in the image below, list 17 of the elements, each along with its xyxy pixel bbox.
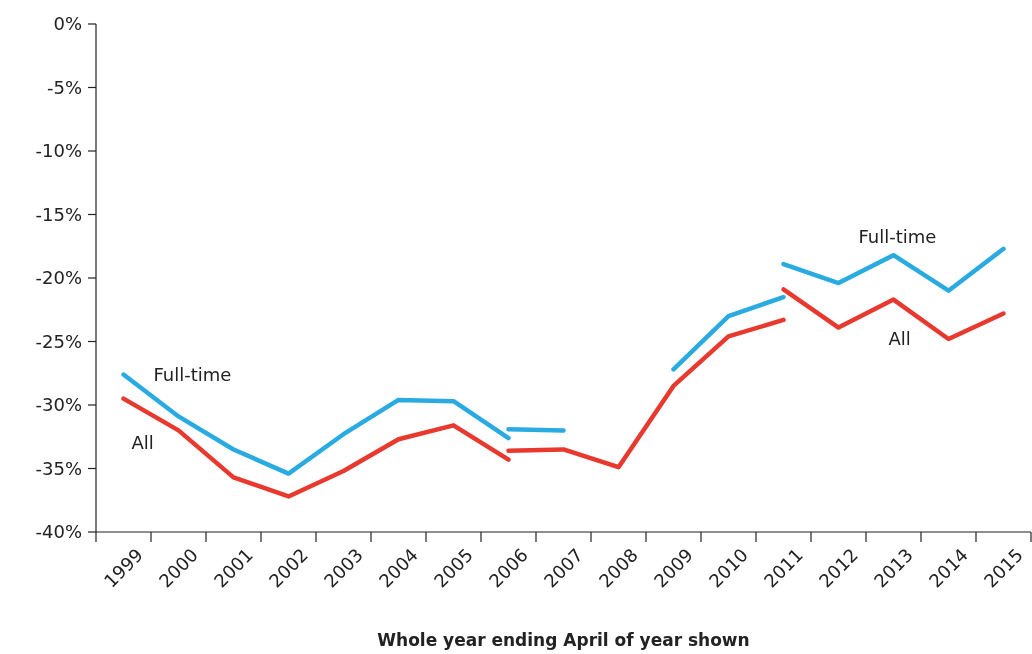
y-tick-label: -25%	[35, 330, 82, 352]
series-label: All	[888, 327, 911, 349]
x-axis-title: Whole year ending April of year shown	[377, 630, 750, 650]
y-tick-label: -30%	[35, 394, 82, 416]
line-series	[506, 317, 786, 470]
series-label: Full-time	[153, 363, 232, 385]
line-series	[121, 396, 511, 499]
y-tick-label: 0%	[53, 13, 82, 35]
y-tick-label: -15%	[35, 203, 82, 225]
y-tick-label: -5%	[46, 76, 82, 98]
line-series	[781, 246, 1006, 293]
y-tick-label: -20%	[35, 267, 82, 289]
series-label: All	[131, 431, 154, 453]
y-tick-label: -35%	[35, 457, 82, 479]
y-tick-label: -10%	[35, 140, 82, 162]
y-tick-label: -40%	[35, 521, 82, 543]
series-label: Full-time	[858, 226, 937, 248]
